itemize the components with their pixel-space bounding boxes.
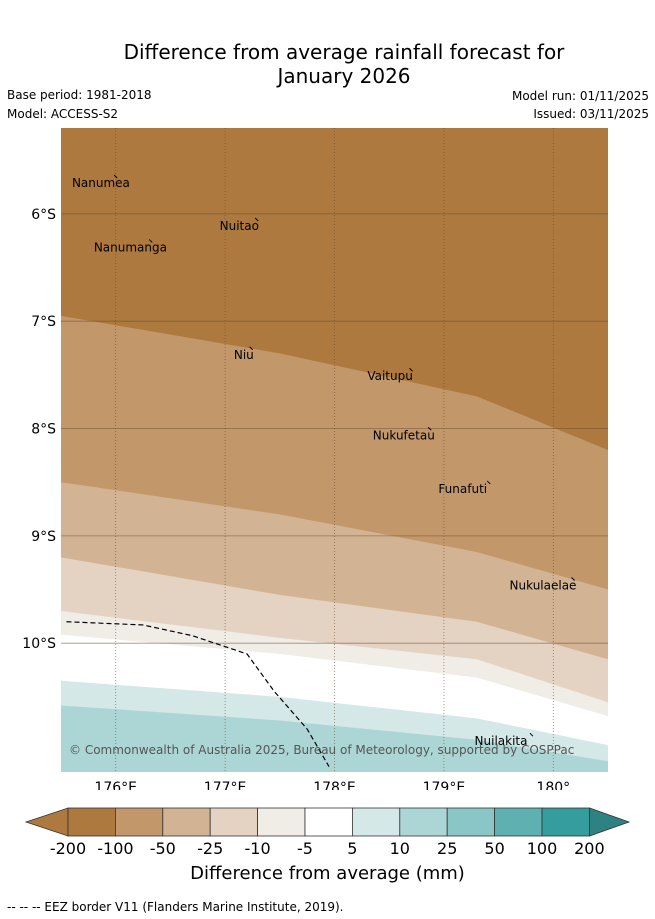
latitude-tick-label: 9°S: [31, 529, 56, 545]
place-label: Nukulaelae: [510, 579, 577, 593]
island-mark: [148, 239, 153, 243]
place-label: Nuilakita: [475, 734, 528, 748]
colorbar-segment: [257, 807, 306, 837]
longitude-tick-label: 179°E: [423, 780, 466, 790]
rainfall-band-8: [61, 705, 608, 772]
rainfall-map: Nanumea Nuitao Nanumanga Niu Vaitupu Nukufeta…: [22, 128, 608, 790]
model-run: Model run: 01/11/2025: [511, 89, 649, 103]
copyright-credit: © Commonwealth of Australia 2025, Bureau…: [69, 743, 574, 757]
latitude-tick-label: 7°S: [31, 314, 56, 330]
colorbar-title: Difference from average (mm): [190, 863, 465, 884]
place-label: Nukufetau: [373, 428, 435, 442]
colorbar-segment: [494, 807, 543, 837]
colorbar-tick-label: -100: [97, 839, 134, 858]
island-mark: [254, 217, 259, 222]
colorbar-tick-label: -25: [197, 839, 224, 858]
latitude-tick-label: 6°S: [31, 207, 56, 223]
colorbar-segment: [162, 807, 211, 837]
colorbar-segment: [351, 807, 401, 837]
island-mark: [113, 174, 118, 179]
eez-border-line: [66, 621, 330, 767]
island-mark: [486, 480, 491, 485]
colorbar-tick-label: 50: [484, 839, 505, 858]
island-mark: [571, 577, 575, 581]
title-line-2: January 2026: [277, 64, 411, 88]
grid-lines: [61, 128, 608, 772]
colorbar-tick-label: 25: [437, 839, 458, 858]
colorbar-low-arrow: [24, 807, 69, 837]
title-line-1: Difference from average rainfall forecas…: [123, 40, 565, 64]
colorbar-segment: [399, 807, 448, 837]
eez-legend-note: -- -- -- EEZ border V11 (Flanders Marine…: [7, 900, 344, 914]
latitude-tick-label: 8°S: [31, 422, 56, 438]
longitude-tick-label: 177°E: [204, 780, 247, 790]
place-label: Nanumea: [72, 176, 130, 190]
colorbar-segment: [446, 807, 496, 837]
colorbar-tick-label: -5: [297, 839, 313, 858]
island-mark: [409, 367, 413, 372]
colorbar-high-arrow: [589, 807, 631, 837]
colorbar-segment: [67, 807, 116, 837]
longitude-tick-label: 178°E: [313, 780, 356, 790]
colorbar-tick-label: -50: [149, 839, 176, 858]
latitude-tick-label: 10°S: [22, 636, 56, 652]
colorbar: [24, 807, 631, 837]
issued-date: Issued: 03/11/2025: [533, 107, 649, 121]
island-mark: [427, 426, 432, 431]
colorbar-tick-label: 5: [347, 839, 358, 858]
colorbar-segment: [541, 807, 590, 837]
island-mark: [249, 346, 254, 351]
longitude-tick-label: 180°: [536, 780, 570, 790]
colorbar-tick-label: 100: [526, 839, 558, 858]
longitude-tick-label: 176°E: [94, 780, 137, 790]
colorbar-tick-label: -200: [49, 839, 87, 858]
place-label: Funafuti: [438, 482, 487, 496]
base-period: Base period: 1981-2018: [7, 88, 152, 102]
colorbar-tick-label: 200: [574, 839, 605, 858]
colorbar-segment: [115, 807, 164, 837]
place-label: Vaitupu: [367, 369, 413, 383]
place-label: Niu: [234, 348, 254, 362]
place-label: Nanumanga: [94, 240, 167, 254]
colorbar-tick-label: 10: [389, 839, 410, 858]
colorbar-segment: [304, 807, 353, 837]
place-labels: Nanumea Nuitao Nanumanga Niu Vaitupu Nukufeta…: [72, 174, 577, 748]
model-name: Model: ACCESS-S2: [7, 107, 119, 121]
colorbar-segment: [209, 807, 258, 837]
island-mark: [529, 732, 534, 737]
colorbar-tick-label: -10: [244, 839, 271, 858]
eez-border: [66, 621, 330, 767]
chart-title: Difference from average rainfall forecas…: [0, 40, 655, 88]
axis-labels: 6°S 7°S 8°S 9°S 10°S 176°E 177°E 178°E 179°E 180°: [22, 207, 570, 790]
place-label: Nuitao: [220, 219, 259, 233]
